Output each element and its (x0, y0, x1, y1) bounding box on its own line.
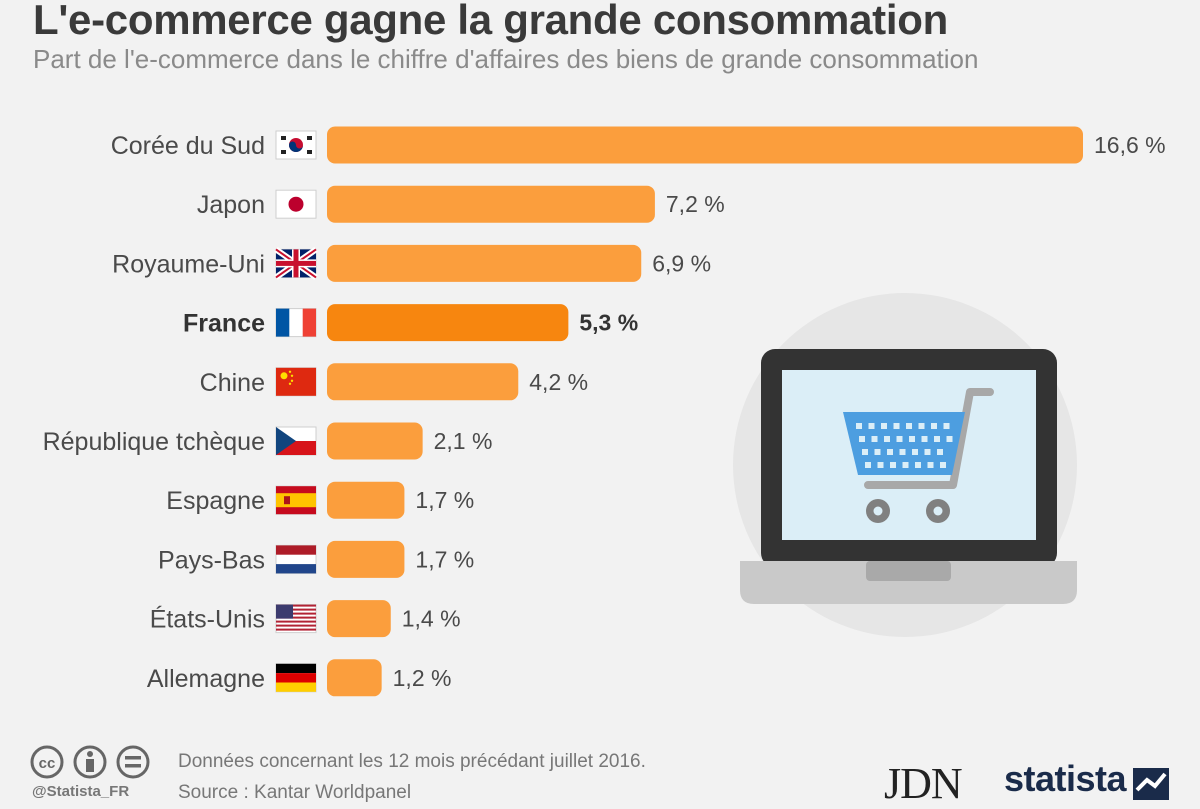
value-label: 1,2 % (393, 665, 452, 691)
bar (327, 126, 1083, 164)
germany-flag-icon (275, 663, 317, 693)
category-label: Allemagne (147, 665, 265, 693)
value-label: 1,7 % (415, 487, 474, 513)
statista-handle: @Statista_FR (32, 783, 130, 800)
jdn-logo[interactable]: JDN (884, 759, 963, 808)
bar (327, 244, 642, 282)
footer-source: Source : Kantar Worldpanel (178, 782, 412, 803)
czech-flag-icon (275, 426, 317, 456)
value-label: 6,9 % (652, 250, 711, 276)
value-label: 2,1 % (434, 428, 493, 454)
japan-flag-icon (275, 189, 317, 219)
category-label: Corée du Sud (111, 132, 265, 160)
category-label: République tchèque (43, 428, 265, 456)
bar-row: France 5,3 % (183, 304, 638, 342)
value-label: 7,2 % (666, 191, 725, 217)
bar (327, 422, 423, 460)
bar (327, 540, 405, 578)
category-label: Pays-Bas (158, 546, 265, 574)
category-label: Royaume-Uni (112, 250, 265, 278)
bar-row: Allemagne 1,2 % (147, 659, 452, 697)
bar (327, 659, 382, 697)
bar-row: Corée du Sud 16,6 % (111, 126, 1166, 164)
bar (327, 185, 655, 223)
license-icons: cc (30, 745, 150, 779)
bar-row: Pays-Bas 1,7 % (158, 540, 474, 578)
bar (327, 600, 391, 638)
statista-mark-icon (1133, 768, 1169, 800)
value-label: 1,4 % (402, 606, 461, 632)
attribution-icon (73, 745, 107, 779)
cc-icon: cc (30, 745, 64, 779)
category-label: France (183, 310, 265, 338)
france-flag-icon (275, 308, 317, 338)
bar (327, 363, 519, 401)
bar-row: États-Unis 1,4 % (150, 600, 461, 638)
value-label: 1,7 % (415, 546, 474, 572)
no-derivatives-icon (116, 745, 150, 779)
category-label: États-Unis (150, 605, 265, 634)
netherlands-flag-icon (275, 544, 317, 574)
uk-flag-icon (274, 246, 318, 280)
bar (327, 304, 569, 342)
value-label: 4,2 % (529, 369, 588, 395)
south-korea-flag-icon (275, 130, 317, 160)
value-label: 5,3 % (579, 310, 638, 336)
statista-logo[interactable]: statista (1004, 758, 1127, 799)
bar-row: Espagne 1,7 % (166, 481, 474, 519)
value-label: 16,6 % (1094, 132, 1166, 158)
china-flag-icon (275, 367, 317, 397)
chart-subtitle: Part de l'e-commerce dans le chiffre d'a… (33, 44, 979, 74)
svg-text:cc: cc (39, 755, 56, 772)
bar-row: Japon 7,2 % (197, 185, 725, 223)
bar-row: Royaume-Uni 6,9 % (112, 244, 711, 282)
bar-row: République tchèque 2,1 % (43, 422, 493, 460)
footer-note: Données concernant les 12 mois précédant… (178, 751, 646, 772)
bar (327, 481, 405, 519)
category-label: Japon (197, 191, 265, 219)
usa-flag-icon (275, 604, 317, 634)
category-label: Espagne (166, 487, 265, 515)
bar-row: Chine 4,2 % (200, 363, 588, 401)
category-label: Chine (200, 369, 265, 397)
spain-flag-icon (275, 485, 317, 515)
chart-title: L'e-commerce gagne la grande consommatio… (33, 0, 948, 43)
